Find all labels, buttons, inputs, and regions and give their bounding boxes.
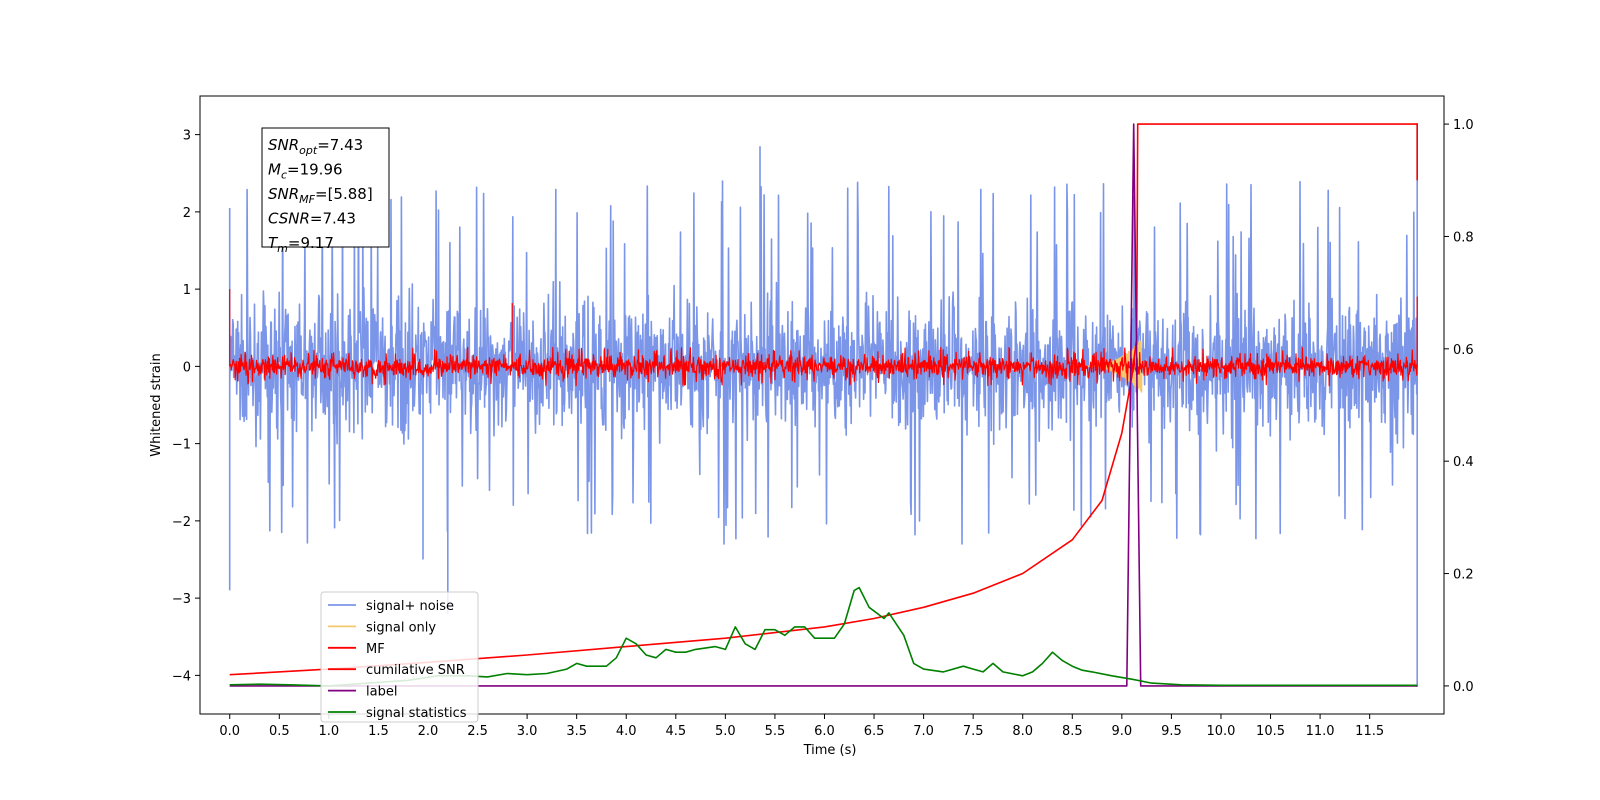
annotation-line-1: Mc=19.96 bbox=[268, 161, 343, 182]
x-tick-label: 1.0 bbox=[319, 724, 340, 739]
x-tick-label: 10.5 bbox=[1256, 724, 1285, 739]
x-tick-label: 9.5 bbox=[1161, 724, 1182, 739]
x-tick-label: 8.0 bbox=[1012, 724, 1033, 739]
x-tick-label: 6.5 bbox=[864, 724, 885, 739]
y-tick-label: −1 bbox=[172, 438, 191, 453]
x-tick-label: 7.5 bbox=[963, 724, 984, 739]
legend-frame bbox=[320, 591, 479, 723]
x-tick-label: 1.5 bbox=[368, 724, 389, 739]
annotation-line-3: CSNR=7.43 bbox=[268, 210, 356, 228]
series-line-2 bbox=[229, 289, 1418, 387]
series-layer bbox=[228, 123, 1418, 687]
y-tick-label: 1 bbox=[183, 283, 191, 298]
legend: signal+ noise signal only MF cumilative SNR… bbox=[320, 591, 479, 723]
y2-tick-label: 0.8 bbox=[1453, 230, 1474, 245]
legend-label: cumilative SNR bbox=[366, 663, 465, 678]
y2-tick-label: 0.0 bbox=[1453, 680, 1474, 695]
x-tick-label: 3.5 bbox=[566, 724, 587, 739]
series-line-5 bbox=[229, 586, 1418, 687]
y2-tick-label: 0.4 bbox=[1453, 455, 1474, 470]
plot-frame bbox=[199, 95, 1445, 715]
annotation-line-2: SNRMF=[5.88] bbox=[268, 185, 373, 206]
y-tick-label: −3 bbox=[172, 592, 191, 607]
legend-label: signal only bbox=[366, 620, 436, 635]
x-tick-label: 5.5 bbox=[765, 724, 786, 739]
annotation-line-4: Tm=9.17 bbox=[268, 234, 334, 255]
x-tick-label: 10.0 bbox=[1206, 724, 1235, 739]
legend-label: label bbox=[366, 685, 397, 700]
x-tick-label: 6.0 bbox=[814, 724, 835, 739]
x-tick-label: 2.5 bbox=[467, 724, 488, 739]
x-tick-label: 7.0 bbox=[913, 724, 934, 739]
y-tick-label: 2 bbox=[183, 206, 191, 221]
x-tick-label: 11.0 bbox=[1306, 724, 1335, 739]
x-tick-label: 2.0 bbox=[418, 724, 439, 739]
x-tick-label: 0.0 bbox=[219, 724, 240, 739]
x-tick-label: 5.0 bbox=[715, 724, 736, 739]
x-tick-label: 8.5 bbox=[1062, 724, 1083, 739]
annotation-frame bbox=[261, 127, 390, 248]
x-tick-label: 11.5 bbox=[1355, 724, 1384, 739]
annotation-box: SNRopt=7.43 Mc=19.96 SNRMF=[5.88] CSNR=7.43… bbox=[261, 127, 390, 255]
x-tick-label: 3.0 bbox=[517, 724, 538, 739]
y2-tick-label: 1.0 bbox=[1453, 118, 1474, 133]
y2-tick-label: 0.6 bbox=[1453, 343, 1474, 358]
x-tick-label: 4.0 bbox=[616, 724, 637, 739]
legend-label: signal+ noise bbox=[366, 599, 454, 614]
x-tick-label: 0.5 bbox=[269, 724, 290, 739]
y-tick-label: −2 bbox=[172, 515, 191, 530]
y-tick-label: 3 bbox=[183, 129, 191, 144]
legend-label: signal statistics bbox=[366, 706, 467, 721]
y-tick-label: 0 bbox=[183, 360, 191, 375]
x-axis-label: Time (s) bbox=[803, 743, 857, 758]
x-tick-label: 4.5 bbox=[665, 724, 686, 739]
x-tick-label: 9.0 bbox=[1112, 724, 1133, 739]
y2-tick-label: 0.2 bbox=[1453, 568, 1474, 583]
y-tick-label: −4 bbox=[172, 669, 191, 684]
y-axis-label: Whitened strain bbox=[149, 353, 164, 456]
series-line-0 bbox=[228, 123, 1418, 687]
legend-label: MF bbox=[366, 642, 385, 657]
annotation-line-0: SNRopt=7.43 bbox=[268, 136, 363, 157]
axes-layer: 0.0 0.5 1.0 1.5 2.0 2.5 3.0 3.5 4.0 4.5 5.0 5.5 6.0 6… bbox=[172, 118, 1474, 739]
